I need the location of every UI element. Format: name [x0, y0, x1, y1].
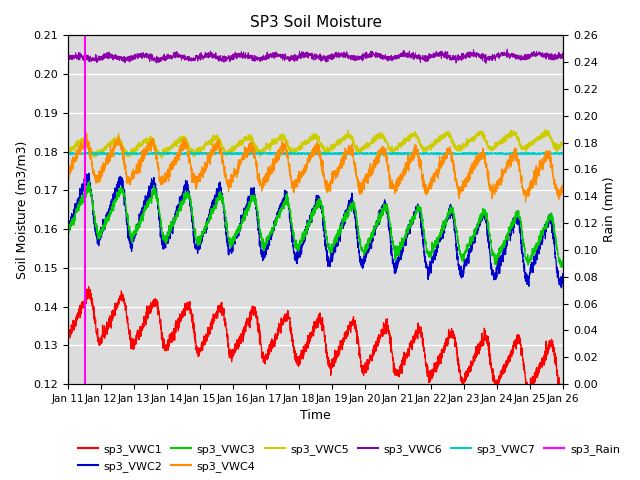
Text: TZ_osu: TZ_osu — [0, 479, 1, 480]
Y-axis label: Rain (mm): Rain (mm) — [604, 177, 616, 242]
Y-axis label: Soil Moisture (m3/m3): Soil Moisture (m3/m3) — [15, 141, 28, 279]
Legend: sp3_VWC1, sp3_VWC2, sp3_VWC3, sp3_VWC4, sp3_VWC5, sp3_VWC6, sp3_VWC7, sp3_Rain: sp3_VWC1, sp3_VWC2, sp3_VWC3, sp3_VWC4, … — [74, 440, 625, 476]
Title: SP3 Soil Moisture: SP3 Soil Moisture — [250, 15, 381, 30]
X-axis label: Time: Time — [300, 409, 331, 422]
